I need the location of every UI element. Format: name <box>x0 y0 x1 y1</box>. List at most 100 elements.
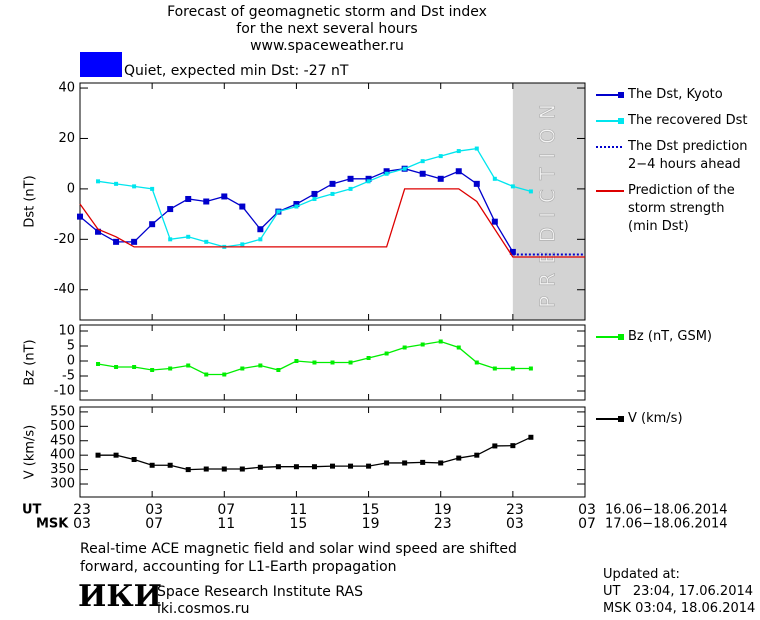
point <box>150 186 155 191</box>
point <box>222 372 227 377</box>
point <box>311 190 318 197</box>
legend-label: Prediction of the storm strength (min Ds… <box>628 183 735 234</box>
legend-marker <box>618 118 624 124</box>
point <box>492 176 497 181</box>
point <box>221 193 228 200</box>
point <box>293 201 300 208</box>
y-axis-label: V (km/s) <box>23 425 38 480</box>
point <box>95 452 101 458</box>
point <box>348 463 354 469</box>
y-tick-label: 450 <box>50 433 75 448</box>
point <box>348 360 353 365</box>
ut-tick-label: 11 <box>290 502 308 518</box>
point <box>239 466 245 472</box>
y-tick-label: 500 <box>50 419 75 434</box>
y-tick-label: -40 <box>54 282 75 297</box>
point <box>402 345 407 350</box>
prediction-zone <box>512 83 585 320</box>
point <box>96 362 101 366</box>
series-line <box>97 340 531 376</box>
point <box>149 221 156 228</box>
legend-marker <box>618 334 624 340</box>
ut-tick-label: 03 <box>145 502 163 518</box>
legend-marker <box>618 416 624 422</box>
point <box>293 464 299 470</box>
ut-tick-label: 23 <box>73 502 91 518</box>
point <box>132 184 137 189</box>
point <box>330 360 335 365</box>
point <box>492 366 497 371</box>
point <box>77 213 83 220</box>
institute: Space Research Institute RAS <box>157 584 363 600</box>
point <box>491 218 498 225</box>
point <box>114 181 119 186</box>
msk-tick-label: 23 <box>434 516 452 532</box>
msk-row-label: MSK <box>36 517 69 532</box>
point <box>185 467 191 473</box>
point <box>384 460 390 466</box>
y-tick-label: 5 <box>67 339 75 354</box>
msk-tick-label: 15 <box>290 516 308 532</box>
point <box>186 363 191 368</box>
point <box>384 171 389 176</box>
point <box>383 168 390 175</box>
point <box>113 238 120 245</box>
point <box>240 242 245 247</box>
legend-label: The Dst prediction 2−4 hours ahead <box>628 139 748 172</box>
point <box>456 345 461 350</box>
ut-tick-label: 19 <box>434 502 452 518</box>
point <box>528 434 534 440</box>
point <box>239 203 246 210</box>
point <box>114 365 119 369</box>
point <box>258 237 263 242</box>
point <box>257 464 263 470</box>
point <box>420 459 426 465</box>
point <box>275 464 281 470</box>
y-tick-label: -20 <box>54 232 75 247</box>
point <box>528 189 533 194</box>
point <box>455 168 462 175</box>
point <box>312 360 317 365</box>
point <box>294 204 299 209</box>
point <box>347 175 354 182</box>
point <box>258 363 263 368</box>
point <box>528 366 533 371</box>
msk-tick-label: 07 <box>145 516 163 532</box>
point <box>366 179 371 184</box>
y-tick-label: -10 <box>54 384 75 399</box>
point <box>113 452 119 458</box>
msk-tick-label: 11 <box>217 516 235 532</box>
logo: ИКИ <box>78 579 162 614</box>
msk-tick-label: 03 <box>506 516 524 532</box>
point <box>474 146 479 151</box>
point <box>203 466 209 472</box>
point <box>348 186 353 191</box>
point <box>419 170 426 177</box>
legend-label: The Dst, Kyoto <box>628 87 723 102</box>
y-tick-label: 10 <box>58 324 75 339</box>
point <box>96 179 101 184</box>
point <box>365 175 372 182</box>
point <box>473 180 480 187</box>
point <box>95 228 102 235</box>
point <box>131 238 138 245</box>
msk-tick-label: 07 <box>578 516 596 532</box>
ut-row-label: UT <box>22 503 42 518</box>
legend-label: V (km/s) <box>628 411 683 426</box>
y-tick-label: 300 <box>50 477 75 492</box>
point <box>185 195 192 202</box>
point <box>438 460 444 466</box>
y-axis-label: Dst (nT) <box>23 175 38 227</box>
point <box>329 180 336 187</box>
point <box>204 239 209 244</box>
point <box>420 159 425 164</box>
plot-frame <box>79 406 586 498</box>
updated: Updated at: UT 23:04, 17.06.2014 MSK 03:… <box>603 567 756 616</box>
point <box>438 154 443 159</box>
plot-frame <box>79 324 586 401</box>
point <box>221 466 227 472</box>
point <box>186 234 191 239</box>
y-tick-label: -5 <box>62 369 75 384</box>
y-tick-label: 550 <box>50 404 75 419</box>
ut-tick-label: 07 <box>217 502 235 518</box>
